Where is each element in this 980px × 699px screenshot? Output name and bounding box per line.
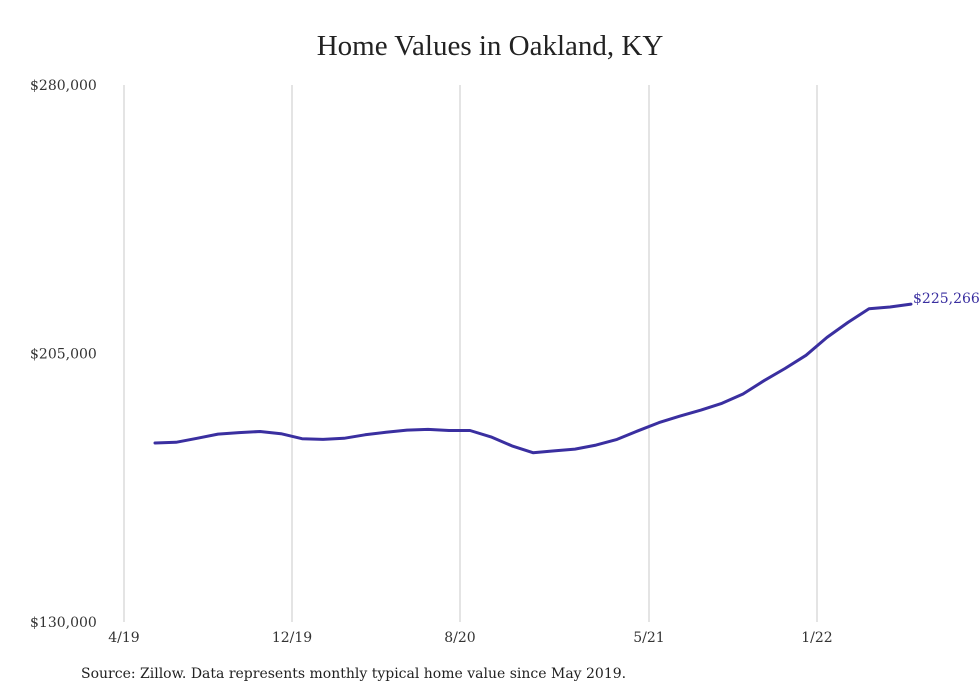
series-layer xyxy=(153,302,913,455)
y-tick-label: $280,000 xyxy=(30,78,97,94)
y-tick-label: $130,000 xyxy=(30,615,97,631)
data-labels: $225,266 xyxy=(913,291,980,307)
x-tick-label: 12/19 xyxy=(272,630,312,646)
end-value-label: $225,266 xyxy=(913,291,980,307)
x-tick-label: 5/21 xyxy=(633,630,664,646)
x-tick-label: 4/19 xyxy=(108,630,139,646)
source-note: Source: Zillow. Data represents monthly … xyxy=(81,666,627,682)
series-line-0 xyxy=(153,302,913,455)
y-tick-label: $205,000 xyxy=(30,347,97,363)
chart-title: Home Values in Oakland, KY xyxy=(316,30,664,62)
x-tick-label: 1/22 xyxy=(801,630,832,646)
gridlines xyxy=(123,85,818,622)
x-axis-tick-labels: 4/19 12/19 8/20 5/21 1/22 xyxy=(108,630,832,646)
x-tick-label: 8/20 xyxy=(444,630,475,646)
y-axis-tick-labels: $280,000 $205,000 $130,000 xyxy=(30,78,97,631)
